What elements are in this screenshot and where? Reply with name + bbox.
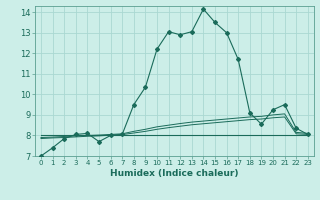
- X-axis label: Humidex (Indice chaleur): Humidex (Indice chaleur): [110, 169, 239, 178]
